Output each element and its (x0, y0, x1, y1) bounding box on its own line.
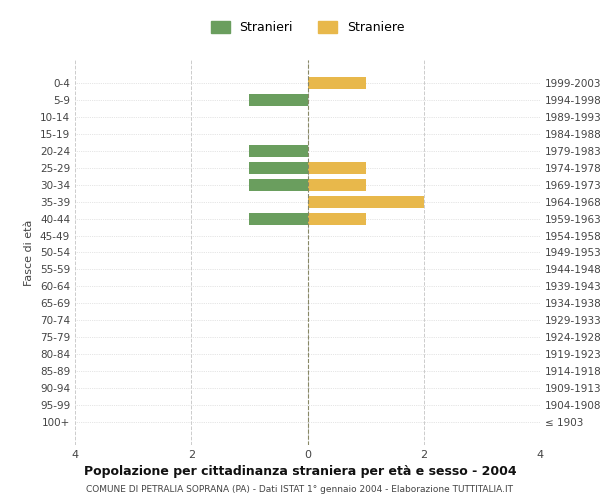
Bar (250, 162, 308, 174)
Bar (250, 145, 308, 157)
Bar (250, 179, 308, 191)
Text: Popolazione per cittadinanza straniera per età e sesso - 2004: Popolazione per cittadinanza straniera p… (83, 465, 517, 478)
Bar (308, 162, 365, 174)
Bar (308, 78, 365, 90)
Y-axis label: Fasce di età: Fasce di età (25, 220, 34, 286)
Legend: Stranieri, Straniere: Stranieri, Straniere (206, 16, 409, 39)
Bar (250, 213, 308, 224)
Bar (308, 213, 365, 224)
Bar (308, 196, 424, 207)
Bar (308, 179, 365, 191)
Bar (250, 94, 308, 106)
Text: COMUNE DI PETRALIA SOPRANA (PA) - Dati ISTAT 1° gennaio 2004 - Elaborazione TUTT: COMUNE DI PETRALIA SOPRANA (PA) - Dati I… (86, 485, 514, 494)
